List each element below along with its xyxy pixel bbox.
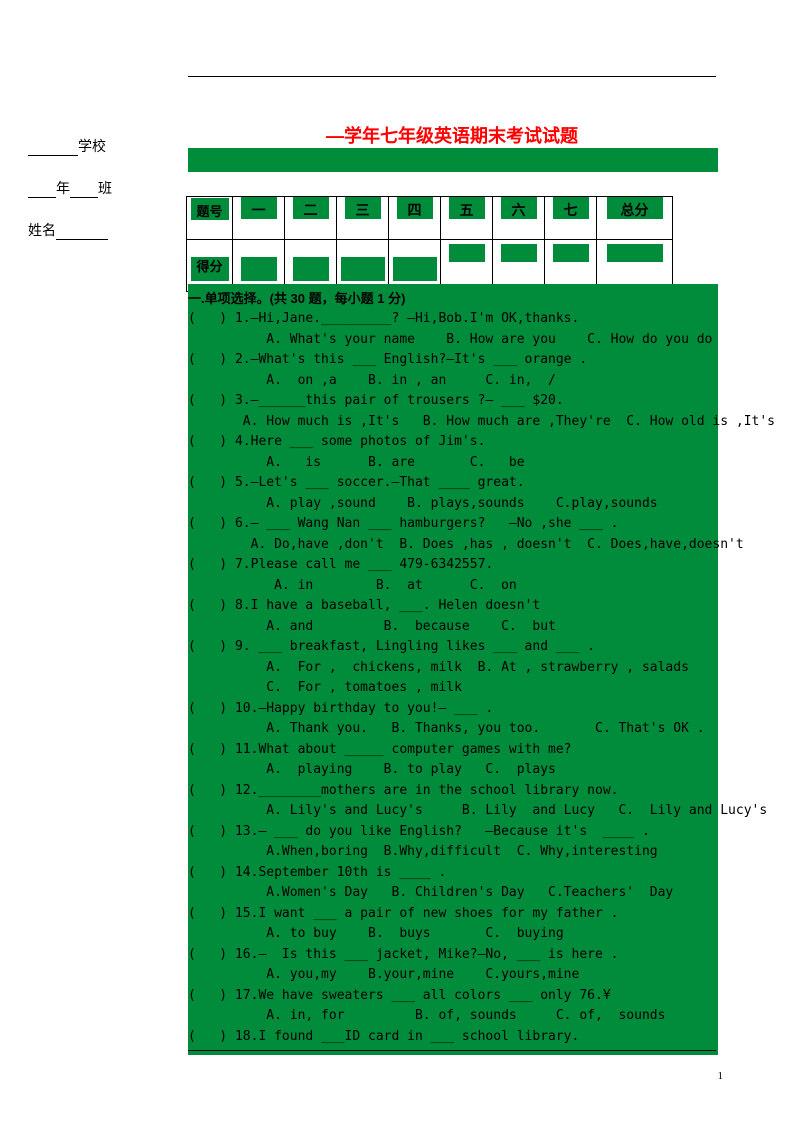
exam-title: —学年七年级英语期末考试试题 [188, 122, 716, 148]
question-line: A. For , chickens, milk B. At , strawber… [188, 658, 718, 679]
question-line: ( ) 2.—What's this ___ English?—It's ___… [188, 350, 718, 371]
question-line: A. is B. are C. be [188, 453, 718, 474]
question-line: ( ) 13.— ___ do you like English? —Becau… [188, 822, 718, 843]
question-line: ( ) 6.— ___ Wang Nan ___ hamburgers? —No… [188, 514, 718, 535]
question-line: A. How much is ,It's B. How much are ,Th… [188, 412, 718, 433]
col-6: 六 [493, 197, 545, 240]
col-5-label: 五 [460, 202, 474, 218]
col-total: 总分 [597, 197, 673, 240]
question-line: A. in, for B. of, sounds C. of, sounds [188, 1006, 718, 1027]
question-line: ( ) 4.Here ___ some photos of Jim's. [188, 432, 718, 453]
question-line: A. you,my B.your,mine C.yours,mine [188, 965, 718, 986]
school-label: 学校 [78, 140, 106, 155]
question-content: 一.单项选择。(共 30 题，每小题 1 分) ( ) 1.—Hi,Jane._… [188, 284, 718, 1055]
question-line: ( ) 16.— Is this ___ jacket, Mike?—No, _… [188, 945, 718, 966]
question-line: ( ) 17.We have sweaters ___ all colors _… [188, 986, 718, 1007]
name-label: 姓名 [28, 224, 56, 239]
header-label-cell: 题号 [187, 197, 233, 240]
question-line: ( ) 1.—Hi,Jane._________? —Hi,Bob.I'm OK… [188, 309, 718, 330]
question-line: A. on ,a B. in , an C. in, / [188, 371, 718, 392]
question-line: ( ) 9. ___ breakfast, Lingling likes ___… [188, 637, 718, 658]
section-title: 一.单项选择。(共 30 题，每小题 1 分) [188, 284, 718, 309]
question-line: A. Lily's and Lucy's B. Lily and Lucy C.… [188, 801, 718, 822]
question-line: A. playing B. to play C. plays [188, 760, 718, 781]
question-line: A. Thank you. B. Thanks, you too. C. Tha… [188, 719, 718, 740]
school-blank [28, 142, 78, 156]
question-line: ( ) 10.—Happy birthday to you!— ___ . [188, 699, 718, 720]
question-line: ( ) 15.I want ___ a pair of new shoes fo… [188, 904, 718, 925]
score-label: 得分 [196, 259, 222, 274]
col-3: 三 [337, 197, 389, 240]
col-7: 七 [545, 197, 597, 240]
question-line: ( ) 7.Please call me ___ 479-6342557. [188, 555, 718, 576]
student-info-sidebar: 学校 年班 姓名 [28, 136, 168, 262]
school-field: 学校 [28, 136, 168, 156]
header-label: 题号 [196, 204, 222, 219]
year-blank [28, 184, 56, 198]
question-line: A. and B. because C. but [188, 617, 718, 638]
class-blank [70, 184, 98, 198]
question-line: ( ) 18.I found ___ID card in ___ school … [188, 1027, 718, 1048]
green-cell [553, 244, 589, 262]
question-line: A.Women's Day B. Children's Day C.Teache… [188, 883, 718, 904]
green-cell [607, 244, 663, 262]
green-cell [241, 257, 277, 281]
green-cell [449, 244, 485, 262]
col-6-label: 六 [512, 202, 526, 218]
name-blank [56, 226, 108, 240]
question-line: ( ) 8.I have a baseball, ___. Helen does… [188, 596, 718, 617]
question-line: C. For , tomatoes , milk [188, 678, 718, 699]
col-2-label: 二 [304, 202, 318, 218]
col-2: 二 [285, 197, 337, 240]
table-header-row: 题号 一 二 三 四 五 六 七 总分 [187, 197, 673, 240]
col-1: 一 [233, 197, 285, 240]
question-line: A. play ,sound B. plays,sounds C.play,so… [188, 494, 718, 515]
question-line: ( ) 5.—Let's ___ soccer.—That ____ great… [188, 473, 718, 494]
green-cell [293, 257, 329, 281]
green-cell [393, 257, 437, 281]
total-label: 总分 [621, 202, 649, 218]
question-line: A. in B. at C. on [188, 576, 718, 597]
question-line: ( ) 3.—______this pair of trousers ?— __… [188, 391, 718, 412]
title-underline-bar [188, 148, 718, 172]
green-cell [341, 257, 385, 281]
col-5: 五 [441, 197, 493, 240]
question-line: ( ) 11.What about _____ computer games w… [188, 740, 718, 761]
question-line: A. Do,have ,don't B. Does ,has , doesn't… [188, 535, 718, 556]
question-line: A.When,boring B.Why,difficult C. Why,int… [188, 842, 718, 863]
class-field: 年班 [28, 178, 168, 198]
question-line: ( ) 12.________mothers are in the school… [188, 781, 718, 802]
page-number: 1 [718, 1070, 724, 1082]
green-cell [501, 244, 537, 262]
class-label: 班 [98, 182, 112, 197]
score-table: 题号 一 二 三 四 五 六 七 总分 得分 [186, 196, 673, 292]
col-7-label: 七 [564, 202, 578, 218]
col-3-label: 三 [356, 202, 370, 218]
header-rule [188, 76, 716, 77]
footer-rule [188, 1050, 716, 1051]
question-line: A. to buy B. buys C. buying [188, 924, 718, 945]
col-1-label: 一 [252, 202, 266, 218]
col-4-label: 四 [408, 202, 422, 218]
year-label: 年 [56, 182, 70, 197]
question-line: ( ) 14.September 10th is ____ . [188, 863, 718, 884]
name-field: 姓名 [28, 220, 168, 240]
col-4: 四 [389, 197, 441, 240]
question-line: A. What's your name B. How are you C. Ho… [188, 330, 718, 351]
